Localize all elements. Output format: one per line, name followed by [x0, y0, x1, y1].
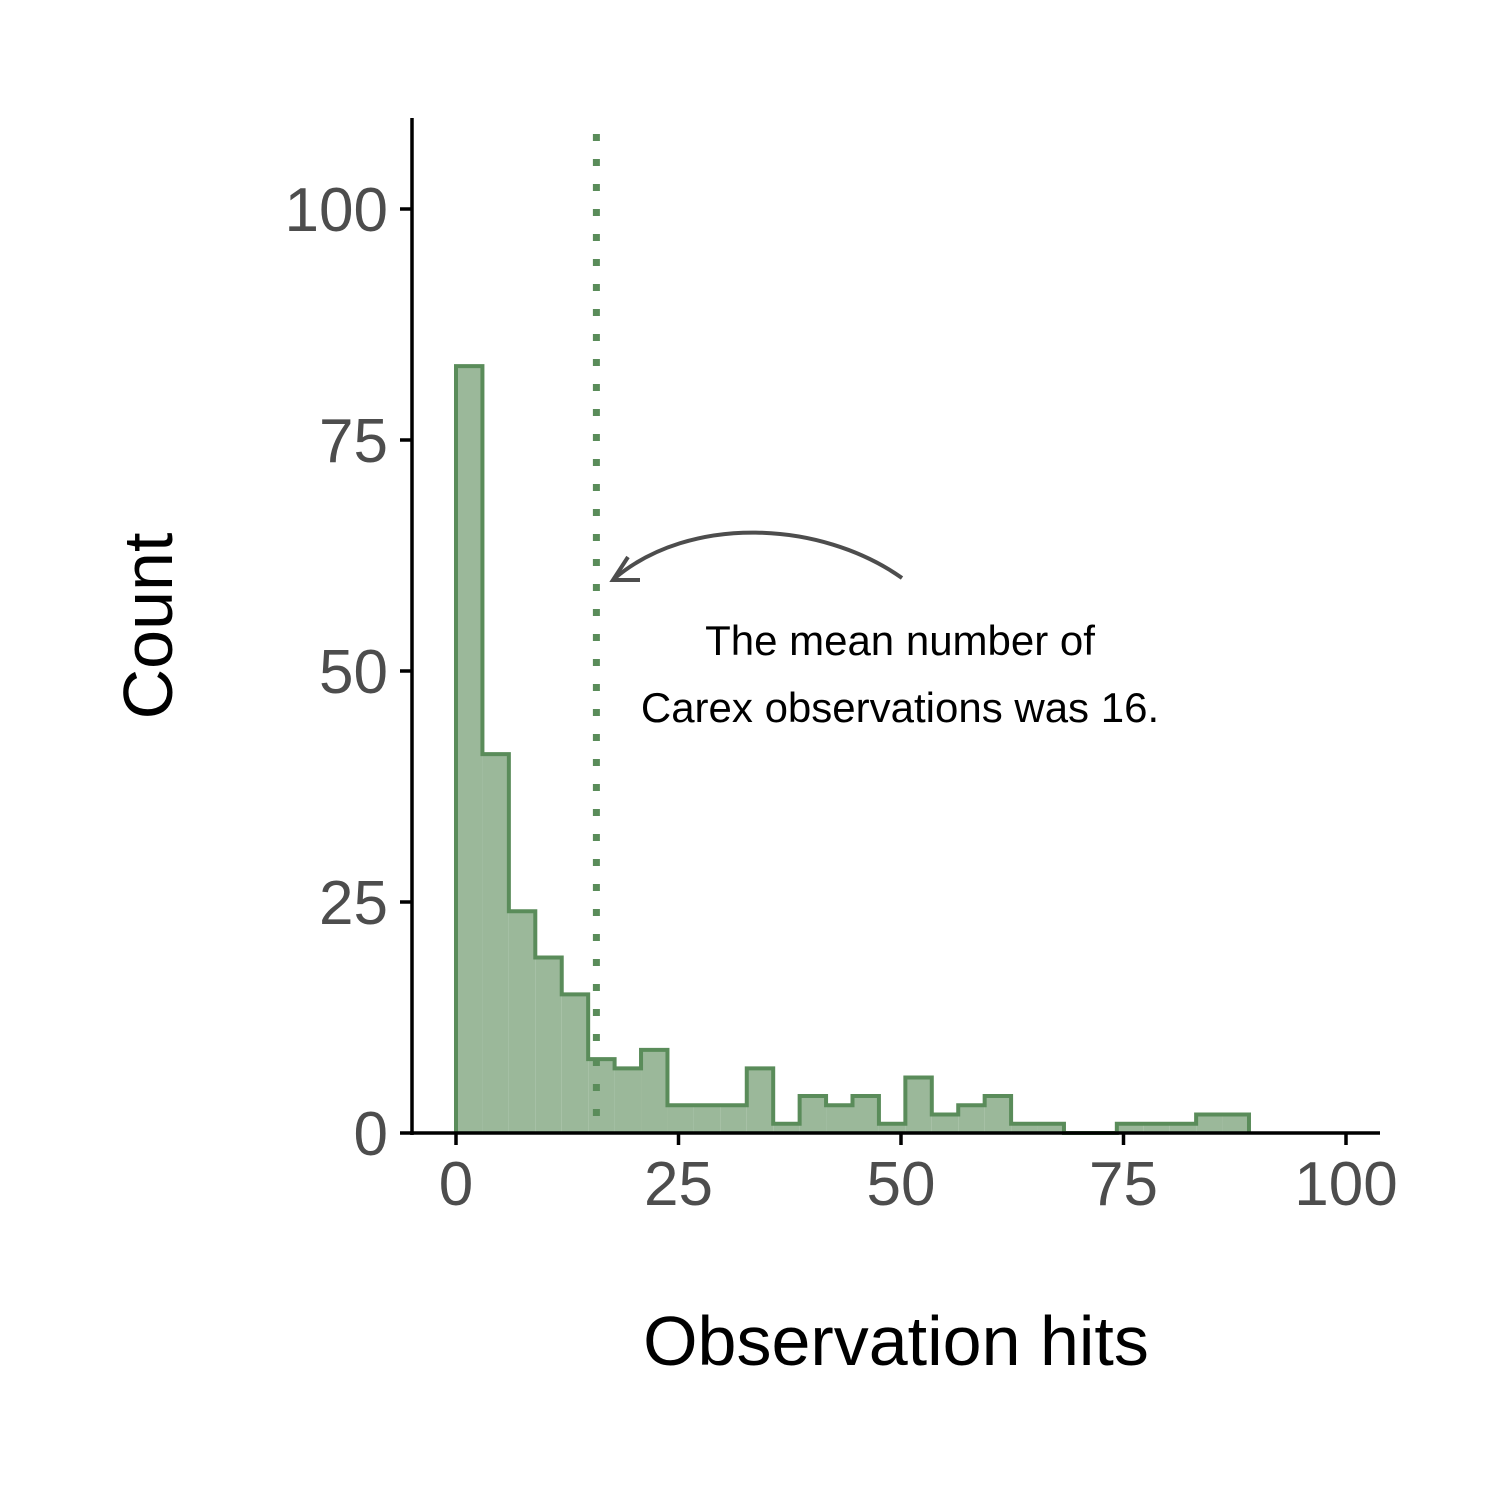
x-tick-label-25: 25 — [644, 1150, 713, 1219]
y-tick-label-50: 50 — [319, 638, 388, 707]
y-tick-label-25: 25 — [319, 869, 388, 938]
x-axis-ticks: 0 25 50 75 100 — [439, 1133, 1398, 1219]
y-tick-label-0: 0 — [354, 1100, 388, 1169]
histogram-bar-11 — [746, 1068, 774, 1133]
histogram-bar-1 — [482, 754, 509, 1133]
histogram-bar-6 — [614, 1068, 642, 1133]
histogram-bar-0 — [456, 366, 483, 1134]
y-axis-title: Count — [109, 533, 187, 720]
histogram-bars — [456, 366, 1249, 1134]
y-tick-label-100: 100 — [285, 176, 388, 245]
histogram-bar-12 — [773, 1123, 800, 1133]
x-tick-label-0: 0 — [439, 1150, 473, 1219]
histogram-bar-14 — [826, 1105, 853, 1133]
annotation-line-1: The mean number of — [705, 617, 1095, 664]
histogram-bar-2 — [508, 911, 536, 1133]
x-tick-label-100: 100 — [1294, 1150, 1397, 1219]
histogram-bar-16 — [878, 1123, 906, 1133]
histogram-bar-17 — [905, 1077, 932, 1133]
histogram-bar-8 — [667, 1105, 694, 1133]
annotation-arrow — [613, 530, 904, 580]
histogram-bar-7 — [641, 1049, 668, 1133]
histogram-bar-9 — [693, 1105, 721, 1133]
histogram-bar-3 — [535, 957, 562, 1133]
histogram-bar-18 — [931, 1114, 959, 1133]
x-axis-title: Observation hits — [643, 1302, 1149, 1380]
histogram-bar-22 — [1037, 1123, 1064, 1133]
histogram-bar-4 — [561, 994, 589, 1133]
x-tick-label-50: 50 — [867, 1150, 936, 1219]
histogram-bar-10 — [720, 1105, 747, 1133]
histogram-bar-27 — [1169, 1123, 1197, 1133]
histogram-bar-28 — [1196, 1114, 1223, 1133]
x-tick-label-75: 75 — [1089, 1150, 1158, 1219]
histogram-bar-29 — [1222, 1114, 1249, 1133]
annotation-line-2: Carex observations was 16. — [641, 684, 1159, 731]
y-axis-ticks: 0 25 50 75 100 — [285, 176, 412, 1169]
histogram-bar-20 — [984, 1096, 1012, 1133]
y-tick-label-75: 75 — [319, 407, 388, 476]
histogram-bar-15 — [852, 1096, 879, 1133]
annotation-arrowhead — [609, 555, 640, 582]
histogram-bar-19 — [958, 1105, 985, 1133]
histogram-bar-5 — [588, 1059, 615, 1133]
histogram-bar-25 — [1116, 1123, 1144, 1133]
histogram-bar-13 — [799, 1096, 827, 1133]
histogram-bar-26 — [1143, 1123, 1170, 1133]
histogram-bar-21 — [1011, 1123, 1038, 1133]
